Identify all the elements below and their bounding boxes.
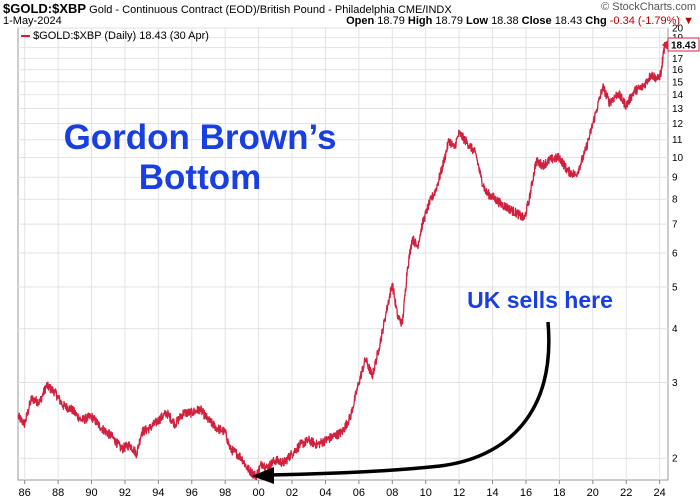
y-tick-label: 17: [672, 54, 684, 65]
x-tick-label: 04: [319, 487, 331, 499]
last-value-label: 18.43: [671, 41, 696, 52]
low-value: 18.38: [491, 15, 519, 27]
x-tick-label: 94: [152, 487, 164, 499]
y-gridlines: [18, 27, 668, 459]
x-tick-label: 92: [119, 487, 131, 499]
price-line: [17, 41, 666, 481]
annotation-arrow-label: UK sells here: [467, 287, 613, 313]
chg-value: -0.34 (-1.79%): [609, 15, 681, 27]
y-tick-label: 13: [672, 104, 684, 115]
y-tick-label: 12: [672, 119, 684, 130]
x-tick-label: 00: [252, 487, 264, 499]
chg-down-icon: ▼: [683, 15, 694, 27]
arrow-head: [252, 467, 274, 484]
x-gridlines: [24, 28, 661, 484]
x-tick-label: 86: [19, 487, 31, 499]
x-tick-label: 08: [386, 487, 398, 499]
x-tick-label: 12: [453, 487, 465, 499]
legend-label: $GOLD:$XBP (Daily) 18.43 (30 Apr): [33, 30, 209, 42]
header-date: 1-May-2024: [3, 15, 62, 27]
open-value: 18.79: [377, 15, 405, 27]
y-tick-label: 10: [672, 153, 684, 164]
close-label: Close: [521, 15, 552, 27]
y-tick-label: 9: [672, 173, 678, 184]
annotation-title-line2: Bottom: [139, 158, 261, 197]
x-tick-label: 22: [620, 487, 632, 499]
x-tick-label: 96: [186, 487, 198, 499]
plot-area: [17, 27, 669, 481]
open-label: Open: [346, 15, 375, 27]
last-value-marker: 18.43: [662, 37, 700, 52]
y-tick-label: 4: [672, 324, 678, 335]
x-tick-label: 88: [52, 487, 64, 499]
y-tick-label: 5: [672, 283, 678, 294]
x-tick-label: 98: [219, 487, 231, 499]
chg-label: Chg: [585, 15, 607, 27]
y-tick-label: 2: [672, 454, 678, 465]
x-tick-label: 18: [553, 487, 565, 499]
ohlc-readout: Open 18.79 High 18.79 Low 18.38 Close 18…: [346, 15, 694, 27]
exchange: CME/INDX: [397, 4, 452, 16]
low-label: Low: [466, 15, 488, 27]
y-tick-label: 16: [672, 65, 684, 76]
x-tick-label: 06: [353, 487, 365, 499]
annotation-title-line1: Gordon Brown’s: [64, 118, 337, 157]
high-label: High: [407, 15, 433, 27]
symbol: $GOLD:$XBP: [3, 1, 87, 16]
y-tick-label: 15: [672, 77, 684, 88]
legend: $GOLD:$XBP (Daily) 18.43 (30 Apr): [21, 30, 209, 42]
y-tick-label: 8: [672, 195, 678, 206]
description: Gold - Continuous Contract (EOD)/British…: [89, 4, 395, 16]
x-tick-labels: 86 88 90 92 94 96 98 00 02 04 06 08 10 12 14 16 18 20 22 24: [19, 487, 666, 499]
x-tick-label: 20: [587, 487, 599, 499]
x-tick-label: 90: [85, 487, 97, 499]
y-tick-label: 6: [672, 248, 678, 259]
x-tick-label: 16: [520, 487, 532, 499]
y-tick-label: 14: [672, 90, 684, 101]
brand-label: © StockCharts.com: [601, 1, 696, 13]
annotation-arrow: [269, 321, 551, 477]
y-tick-label: 11: [672, 135, 683, 146]
x-tick-label: 02: [286, 487, 298, 499]
high-value: 18.79: [435, 15, 463, 27]
legend-line-swatch: [21, 35, 30, 38]
y-tick-label: 3: [672, 378, 678, 389]
chart-header: $GOLD:$XBP Gold - Continuous Contract (E…: [3, 1, 452, 16]
x-tick-label: 14: [486, 487, 498, 499]
close-value: 18.43: [554, 15, 583, 27]
x-tick-label: 10: [420, 487, 432, 499]
y-tick-label: 7: [672, 220, 678, 231]
brand-text: © StockCharts.com: [601, 1, 696, 13]
x-tick-label: 24: [654, 487, 666, 499]
y-tick-label: 20: [672, 24, 684, 35]
y-tick-labels: 234567891011121314151617181920: [672, 24, 684, 465]
